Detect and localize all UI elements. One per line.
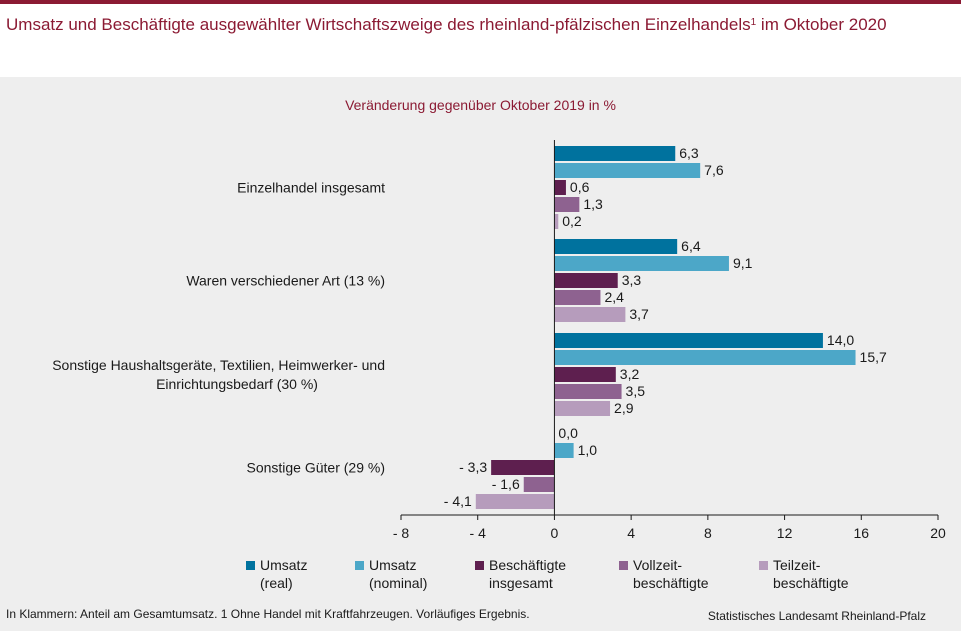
legend-swatch xyxy=(475,561,484,570)
bar xyxy=(554,401,611,416)
legend-item: Umsatz (nominal) xyxy=(355,556,427,592)
data-label: 6,3 xyxy=(679,145,699,161)
x-tick-label: - 8 xyxy=(393,525,410,541)
bar xyxy=(554,214,559,229)
bar xyxy=(554,333,823,348)
legend-label: Umsatz (nominal) xyxy=(369,557,428,591)
source-note: Statistisches Landesamt Rheinland-Pfalz xyxy=(707,609,926,623)
legend-label: Vollzeit- beschäftigte xyxy=(633,557,709,591)
legend-item: Beschäftigte insgesamt xyxy=(475,556,566,592)
chart-title-footnote-mark: 1 xyxy=(750,17,757,28)
bar xyxy=(554,384,622,399)
bar xyxy=(554,197,580,212)
data-label: 1,3 xyxy=(583,196,603,212)
data-label: - 3,3 xyxy=(459,459,487,475)
bar xyxy=(554,273,618,288)
bar xyxy=(554,367,616,382)
data-label: 3,5 xyxy=(626,383,646,399)
chart-title-rest: im Oktober 2020 xyxy=(756,15,887,34)
bar xyxy=(554,163,701,178)
bar xyxy=(475,494,555,509)
data-label: 3,2 xyxy=(620,366,640,382)
data-label: 0,6 xyxy=(570,179,590,195)
bar xyxy=(554,443,574,458)
top-accent-line xyxy=(0,0,961,4)
bar xyxy=(554,290,601,305)
x-tick-label: - 4 xyxy=(470,525,487,541)
bar xyxy=(523,477,555,492)
legend-label: Teilzeit- beschäftigte xyxy=(773,557,849,591)
bar xyxy=(554,180,566,195)
x-tick-label: 4 xyxy=(627,525,635,541)
data-label: 2,4 xyxy=(604,289,624,305)
footnote: In Klammern: Anteil am Gesamtumsatz. 1 O… xyxy=(6,607,530,621)
data-label: - 4,1 xyxy=(444,493,472,509)
data-label: 3,3 xyxy=(622,272,642,288)
bar xyxy=(554,307,626,322)
legend-swatch xyxy=(355,561,364,570)
data-label: 3,7 xyxy=(629,306,649,322)
data-label: 15,7 xyxy=(860,349,887,365)
bar xyxy=(554,256,729,271)
category-label: Sonstige Güter (29 %) xyxy=(246,460,385,476)
category-label: Einzelhandel insgesamt xyxy=(237,180,385,196)
legend-item: Umsatz (real) xyxy=(246,556,307,592)
chart-title-text: Umsatz und Beschäftigte ausgewählter Wir… xyxy=(6,15,751,34)
data-label: - 1,6 xyxy=(492,476,520,492)
category-label: Sonstige Haushaltsgeräte, Textilien, Hei… xyxy=(52,357,385,373)
data-label: 14,0 xyxy=(827,332,854,348)
data-label: 6,4 xyxy=(681,238,701,254)
category-label: Einrichtungsbedarf (30 %) xyxy=(156,376,318,392)
bar xyxy=(554,239,678,254)
bar xyxy=(554,146,676,161)
legend-swatch xyxy=(246,561,255,570)
bar xyxy=(491,460,555,475)
x-tick-label: 20 xyxy=(930,525,946,541)
legend-swatch xyxy=(759,561,768,570)
data-label: 0,0 xyxy=(558,425,578,441)
legend-swatch xyxy=(619,561,628,570)
chart-title: Umsatz und Beschäftigte ausgewählter Wir… xyxy=(6,14,946,35)
legend-label: Beschäftigte insgesamt xyxy=(489,557,567,591)
legend-item: Vollzeit- beschäftigte xyxy=(619,556,709,592)
data-label: 2,9 xyxy=(614,400,634,416)
chart-subtitle: Veränderung gegenüber Oktober 2019 in % xyxy=(345,97,616,113)
category-label: Waren verschiedener Art (13 %) xyxy=(186,273,385,289)
x-tick-label: 8 xyxy=(704,525,712,541)
bar xyxy=(554,350,856,365)
data-label: 1,0 xyxy=(578,442,598,458)
data-label: 7,6 xyxy=(704,162,724,178)
x-tick-label: 0 xyxy=(551,525,559,541)
x-tick-label: 16 xyxy=(853,525,869,541)
x-tick-label: 12 xyxy=(777,525,793,541)
data-label: 9,1 xyxy=(733,255,753,271)
legend-label: Umsatz (real) xyxy=(260,557,308,591)
legend: Umsatz (real) Umsatz (nominal) Beschäftigt… xyxy=(0,556,961,596)
data-label: 0,2 xyxy=(562,213,582,229)
legend-item: Teilzeit- beschäftigte xyxy=(759,556,849,592)
